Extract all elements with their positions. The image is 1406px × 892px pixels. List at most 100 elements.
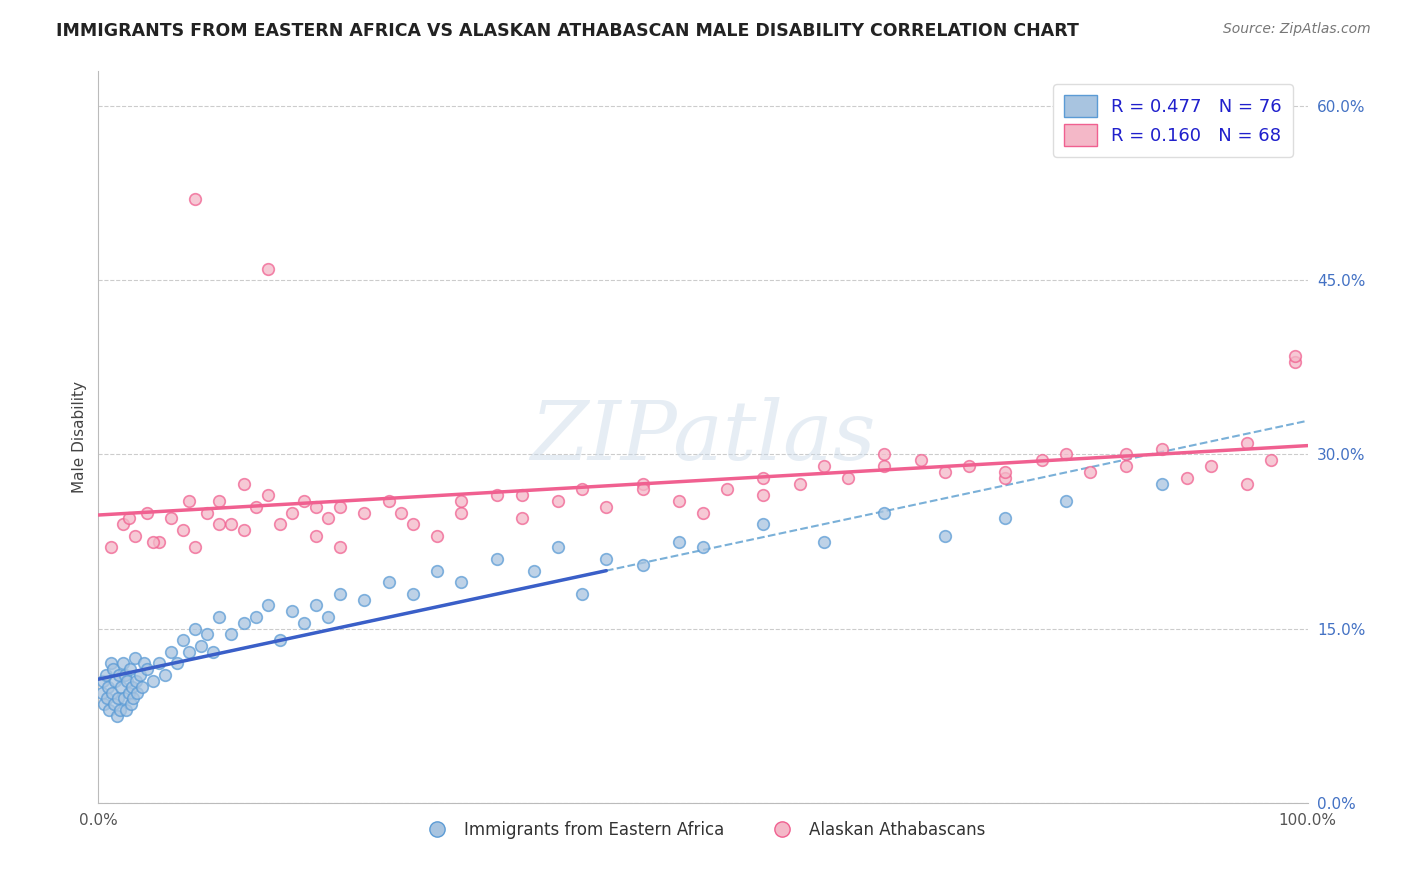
Point xyxy=(1199,459,1222,474)
Point xyxy=(486,552,509,566)
Point xyxy=(1284,354,1306,368)
Point xyxy=(135,662,157,676)
Point xyxy=(256,488,278,502)
Point xyxy=(131,680,153,694)
Point xyxy=(107,691,129,706)
Point xyxy=(752,517,775,532)
Point xyxy=(148,534,170,549)
Point xyxy=(127,685,149,699)
Point xyxy=(190,639,212,653)
Point xyxy=(281,604,304,618)
Point xyxy=(120,697,142,711)
Point xyxy=(142,534,165,549)
Y-axis label: Male Disability: Male Disability xyxy=(72,381,87,493)
Point xyxy=(292,615,315,630)
Point xyxy=(256,261,278,276)
Point xyxy=(813,459,835,474)
Point xyxy=(104,673,127,688)
Point xyxy=(98,703,121,717)
Point xyxy=(292,494,315,508)
Point xyxy=(142,673,165,688)
Point xyxy=(523,564,546,578)
Point xyxy=(100,685,122,699)
Point xyxy=(692,541,714,555)
Point xyxy=(202,645,225,659)
Point xyxy=(94,668,117,682)
Point xyxy=(994,511,1017,525)
Point xyxy=(184,541,207,555)
Point xyxy=(716,483,738,497)
Point xyxy=(111,517,134,532)
Point xyxy=(281,506,304,520)
Point xyxy=(103,697,125,711)
Point xyxy=(1031,453,1053,467)
Point xyxy=(269,633,291,648)
Point xyxy=(1054,494,1077,508)
Point xyxy=(160,645,183,659)
Point xyxy=(118,662,141,676)
Point xyxy=(124,650,146,665)
Point xyxy=(813,534,835,549)
Point xyxy=(118,685,141,699)
Point xyxy=(91,673,114,688)
Point xyxy=(100,541,122,555)
Point xyxy=(1078,465,1101,479)
Point xyxy=(547,541,569,555)
Point xyxy=(195,506,218,520)
Point xyxy=(114,668,136,682)
Point xyxy=(1152,476,1174,491)
Point xyxy=(256,599,278,613)
Point xyxy=(184,192,207,206)
Point xyxy=(1236,436,1258,450)
Point xyxy=(97,680,120,694)
Point xyxy=(547,494,569,508)
Point xyxy=(510,511,533,525)
Point xyxy=(329,587,352,601)
Point xyxy=(101,662,124,676)
Point xyxy=(1152,442,1174,456)
Point xyxy=(873,506,896,520)
Point xyxy=(166,657,188,671)
Point xyxy=(232,615,254,630)
Point xyxy=(125,673,148,688)
Point xyxy=(179,645,201,659)
Point xyxy=(111,657,134,671)
Point xyxy=(118,511,141,525)
Point xyxy=(329,541,352,555)
Point xyxy=(957,459,980,474)
Point xyxy=(1236,476,1258,491)
Point xyxy=(93,697,115,711)
Point xyxy=(668,494,690,508)
Point xyxy=(377,494,399,508)
Point xyxy=(595,500,617,514)
Point xyxy=(389,506,412,520)
Point xyxy=(153,668,176,682)
Point xyxy=(426,529,449,543)
Point xyxy=(184,622,207,636)
Point xyxy=(631,483,654,497)
Point xyxy=(571,483,593,497)
Point xyxy=(510,488,533,502)
Point xyxy=(135,506,157,520)
Text: ZIPatlas: ZIPatlas xyxy=(530,397,876,477)
Point xyxy=(134,657,156,671)
Point xyxy=(110,680,132,694)
Point xyxy=(115,703,138,717)
Point xyxy=(450,494,472,508)
Point xyxy=(571,587,593,601)
Point xyxy=(128,668,150,682)
Point xyxy=(1260,453,1282,467)
Point xyxy=(232,476,254,491)
Point xyxy=(353,506,375,520)
Point xyxy=(232,523,254,537)
Point xyxy=(96,691,118,706)
Point xyxy=(353,592,375,607)
Point xyxy=(305,529,328,543)
Point xyxy=(179,494,201,508)
Text: IMMIGRANTS FROM EASTERN AFRICA VS ALASKAN ATHABASCAN MALE DISABILITY CORRELATION: IMMIGRANTS FROM EASTERN AFRICA VS ALASKA… xyxy=(56,22,1080,40)
Point xyxy=(117,673,139,688)
Point xyxy=(837,471,859,485)
Point xyxy=(160,511,183,525)
Point xyxy=(631,558,654,572)
Point xyxy=(91,685,114,699)
